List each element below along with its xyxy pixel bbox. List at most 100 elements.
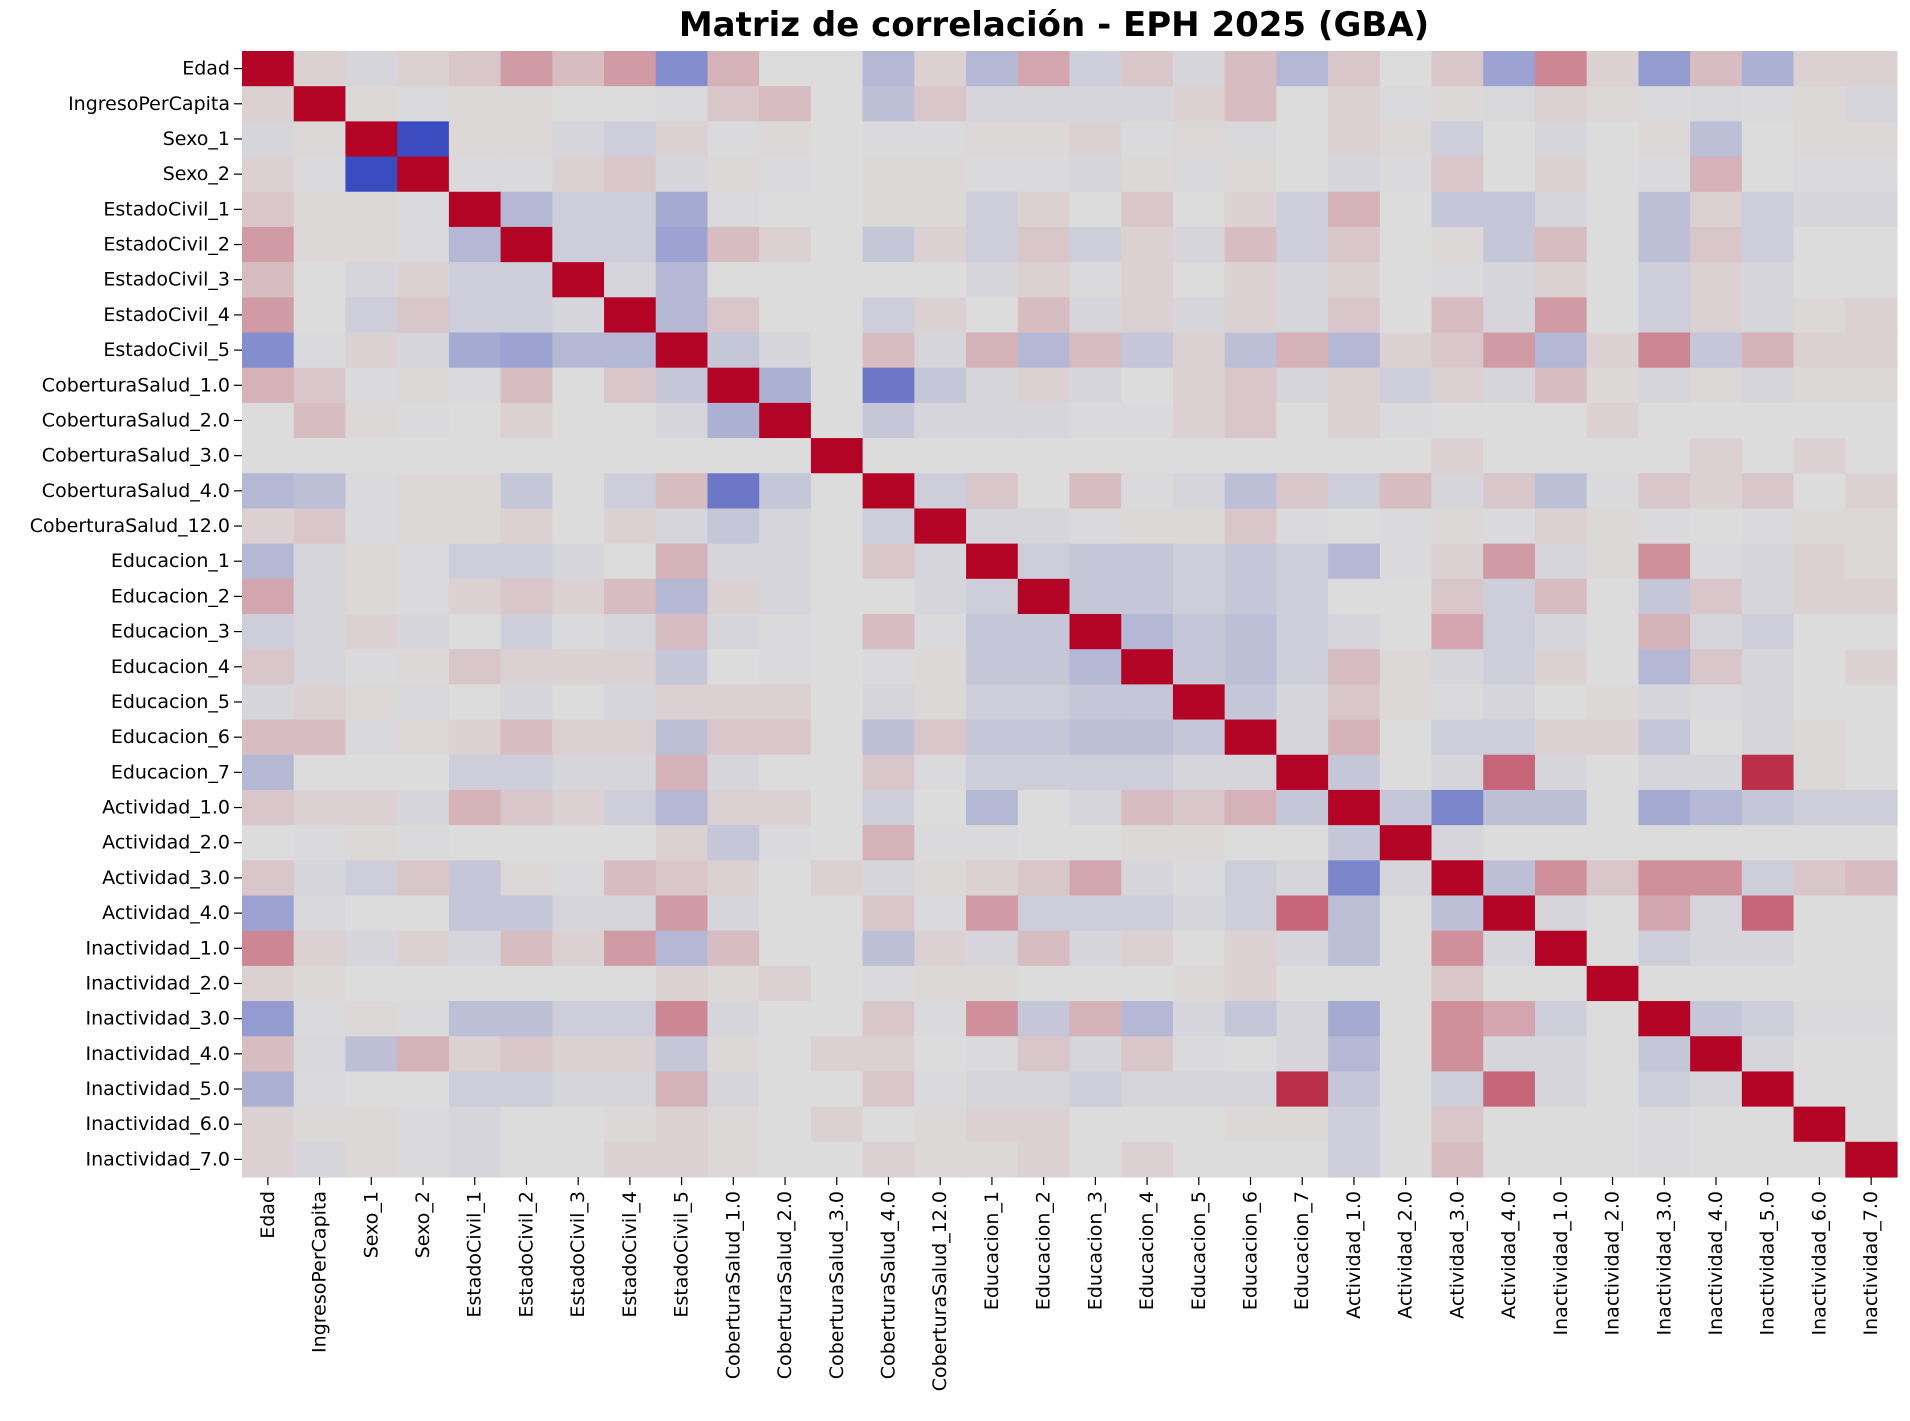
heatmap-cell	[1534, 789, 1588, 826]
heatmap-cell	[1741, 930, 1795, 967]
heatmap-cell	[1845, 262, 1898, 298]
heatmap-cell	[1741, 226, 1795, 263]
heatmap-cell	[345, 543, 398, 580]
heatmap-cell	[448, 297, 502, 334]
heatmap-cell	[397, 649, 450, 685]
heatmap-cell	[1276, 754, 1329, 791]
heatmap-cell	[1586, 1071, 1640, 1108]
heatmap-cell	[1845, 86, 1898, 122]
heatmap-cell	[500, 332, 553, 369]
heatmap-cell	[914, 402, 967, 439]
heatmap-cell	[1534, 860, 1588, 897]
heatmap-cell	[966, 1071, 1019, 1108]
heatmap-cell	[1845, 1071, 1898, 1108]
heatmap-cell	[1017, 719, 1071, 756]
heatmap-cell	[655, 156, 709, 193]
heatmap-cell	[242, 578, 295, 615]
heatmap-cell	[707, 649, 760, 685]
heatmap-cell	[655, 1141, 709, 1178]
heatmap-cell	[1379, 1036, 1433, 1073]
heatmap-cell	[1328, 367, 1381, 404]
heatmap-cell	[448, 719, 502, 756]
heatmap-cell	[552, 226, 605, 263]
heatmap-cell	[707, 86, 760, 122]
heatmap-cell	[552, 578, 605, 615]
heatmap-cell	[759, 649, 812, 685]
heatmap-cell	[552, 1071, 605, 1108]
heatmap-cell	[707, 332, 760, 369]
heatmap-cell	[1845, 121, 1898, 158]
heatmap-cell	[1483, 1141, 1536, 1178]
heatmap-cell	[1379, 649, 1433, 685]
heatmap-cell	[1431, 1001, 1484, 1037]
heatmap-cell	[655, 1106, 709, 1143]
heatmap-cell	[1534, 86, 1588, 122]
x-tick-label: Inactividad_3.0	[1653, 1191, 1675, 1335]
y-tick-label: Educacion_7	[111, 761, 230, 783]
heatmap-cell	[1379, 754, 1433, 791]
heatmap-cell	[1172, 402, 1226, 439]
heatmap-cell	[1276, 191, 1329, 228]
heatmap-cell	[1483, 860, 1536, 897]
heatmap-cell	[914, 578, 967, 615]
x-tick-label: EstadoCivil_3	[567, 1191, 589, 1318]
heatmap-cell	[1845, 754, 1898, 791]
heatmap-cell	[1017, 156, 1071, 193]
heatmap-cell	[293, 578, 347, 615]
heatmap-cell	[810, 508, 864, 545]
heatmap-cell	[759, 332, 812, 369]
heatmap-cell	[1638, 789, 1691, 826]
y-tick-label: EstadoCivil_3	[103, 269, 230, 291]
heatmap-cell	[1793, 297, 1846, 334]
heatmap-cell	[448, 754, 502, 791]
heatmap-cell	[966, 684, 1019, 721]
heatmap-cell	[500, 191, 553, 228]
heatmap-cell	[1328, 789, 1381, 826]
heatmap-cell	[966, 543, 1019, 580]
heatmap-cell	[1121, 1141, 1174, 1178]
heatmap-cell	[914, 649, 967, 685]
heatmap-cell	[604, 156, 657, 193]
heatmap-cell	[759, 191, 812, 228]
heatmap-cell	[1638, 438, 1691, 474]
heatmap-cell	[862, 332, 915, 369]
heatmap-cell	[1121, 1001, 1174, 1037]
heatmap-cell	[1741, 860, 1795, 897]
heatmap-cell	[655, 895, 709, 932]
heatmap-cell	[966, 438, 1019, 474]
heatmap-cell	[293, 1001, 347, 1037]
heatmap-cell	[1793, 226, 1846, 263]
heatmap-cell	[1431, 789, 1484, 826]
heatmap-cell	[862, 1036, 915, 1073]
heatmap-cell	[1276, 1036, 1329, 1073]
heatmap-cell	[862, 156, 915, 193]
heatmap-cell	[1172, 578, 1226, 615]
heatmap-cell	[552, 297, 605, 334]
heatmap-cell	[862, 754, 915, 791]
heatmap-cell	[1276, 684, 1329, 721]
heatmap-cell	[1379, 156, 1433, 193]
heatmap-cell	[604, 508, 657, 545]
heatmap-cell	[1690, 191, 1743, 228]
heatmap-cell	[397, 297, 450, 334]
heatmap-cell	[1224, 1106, 1277, 1143]
heatmap-cell	[1793, 860, 1846, 897]
heatmap-cell	[1172, 825, 1226, 861]
heatmap-cell	[1276, 895, 1329, 932]
y-tick-label: Educacion_2	[111, 585, 230, 607]
heatmap-cell	[1069, 1036, 1122, 1073]
heatmap-cell	[914, 508, 967, 545]
heatmap-cell	[1276, 438, 1329, 474]
heatmap-cell	[1224, 508, 1277, 545]
heatmap-cell	[1276, 156, 1329, 193]
heatmap-cell	[966, 719, 1019, 756]
heatmap-cell	[500, 1141, 553, 1178]
heatmap-cell	[293, 1036, 347, 1073]
heatmap-cell	[1328, 191, 1381, 228]
heatmap-cell	[1379, 51, 1433, 87]
y-tick-label: EstadoCivil_5	[103, 339, 230, 361]
heatmap-cell	[1793, 332, 1846, 369]
y-tick-label: Inactividad_2.0	[86, 972, 230, 994]
heatmap-cell	[1793, 86, 1846, 122]
heatmap-cell	[914, 719, 967, 756]
